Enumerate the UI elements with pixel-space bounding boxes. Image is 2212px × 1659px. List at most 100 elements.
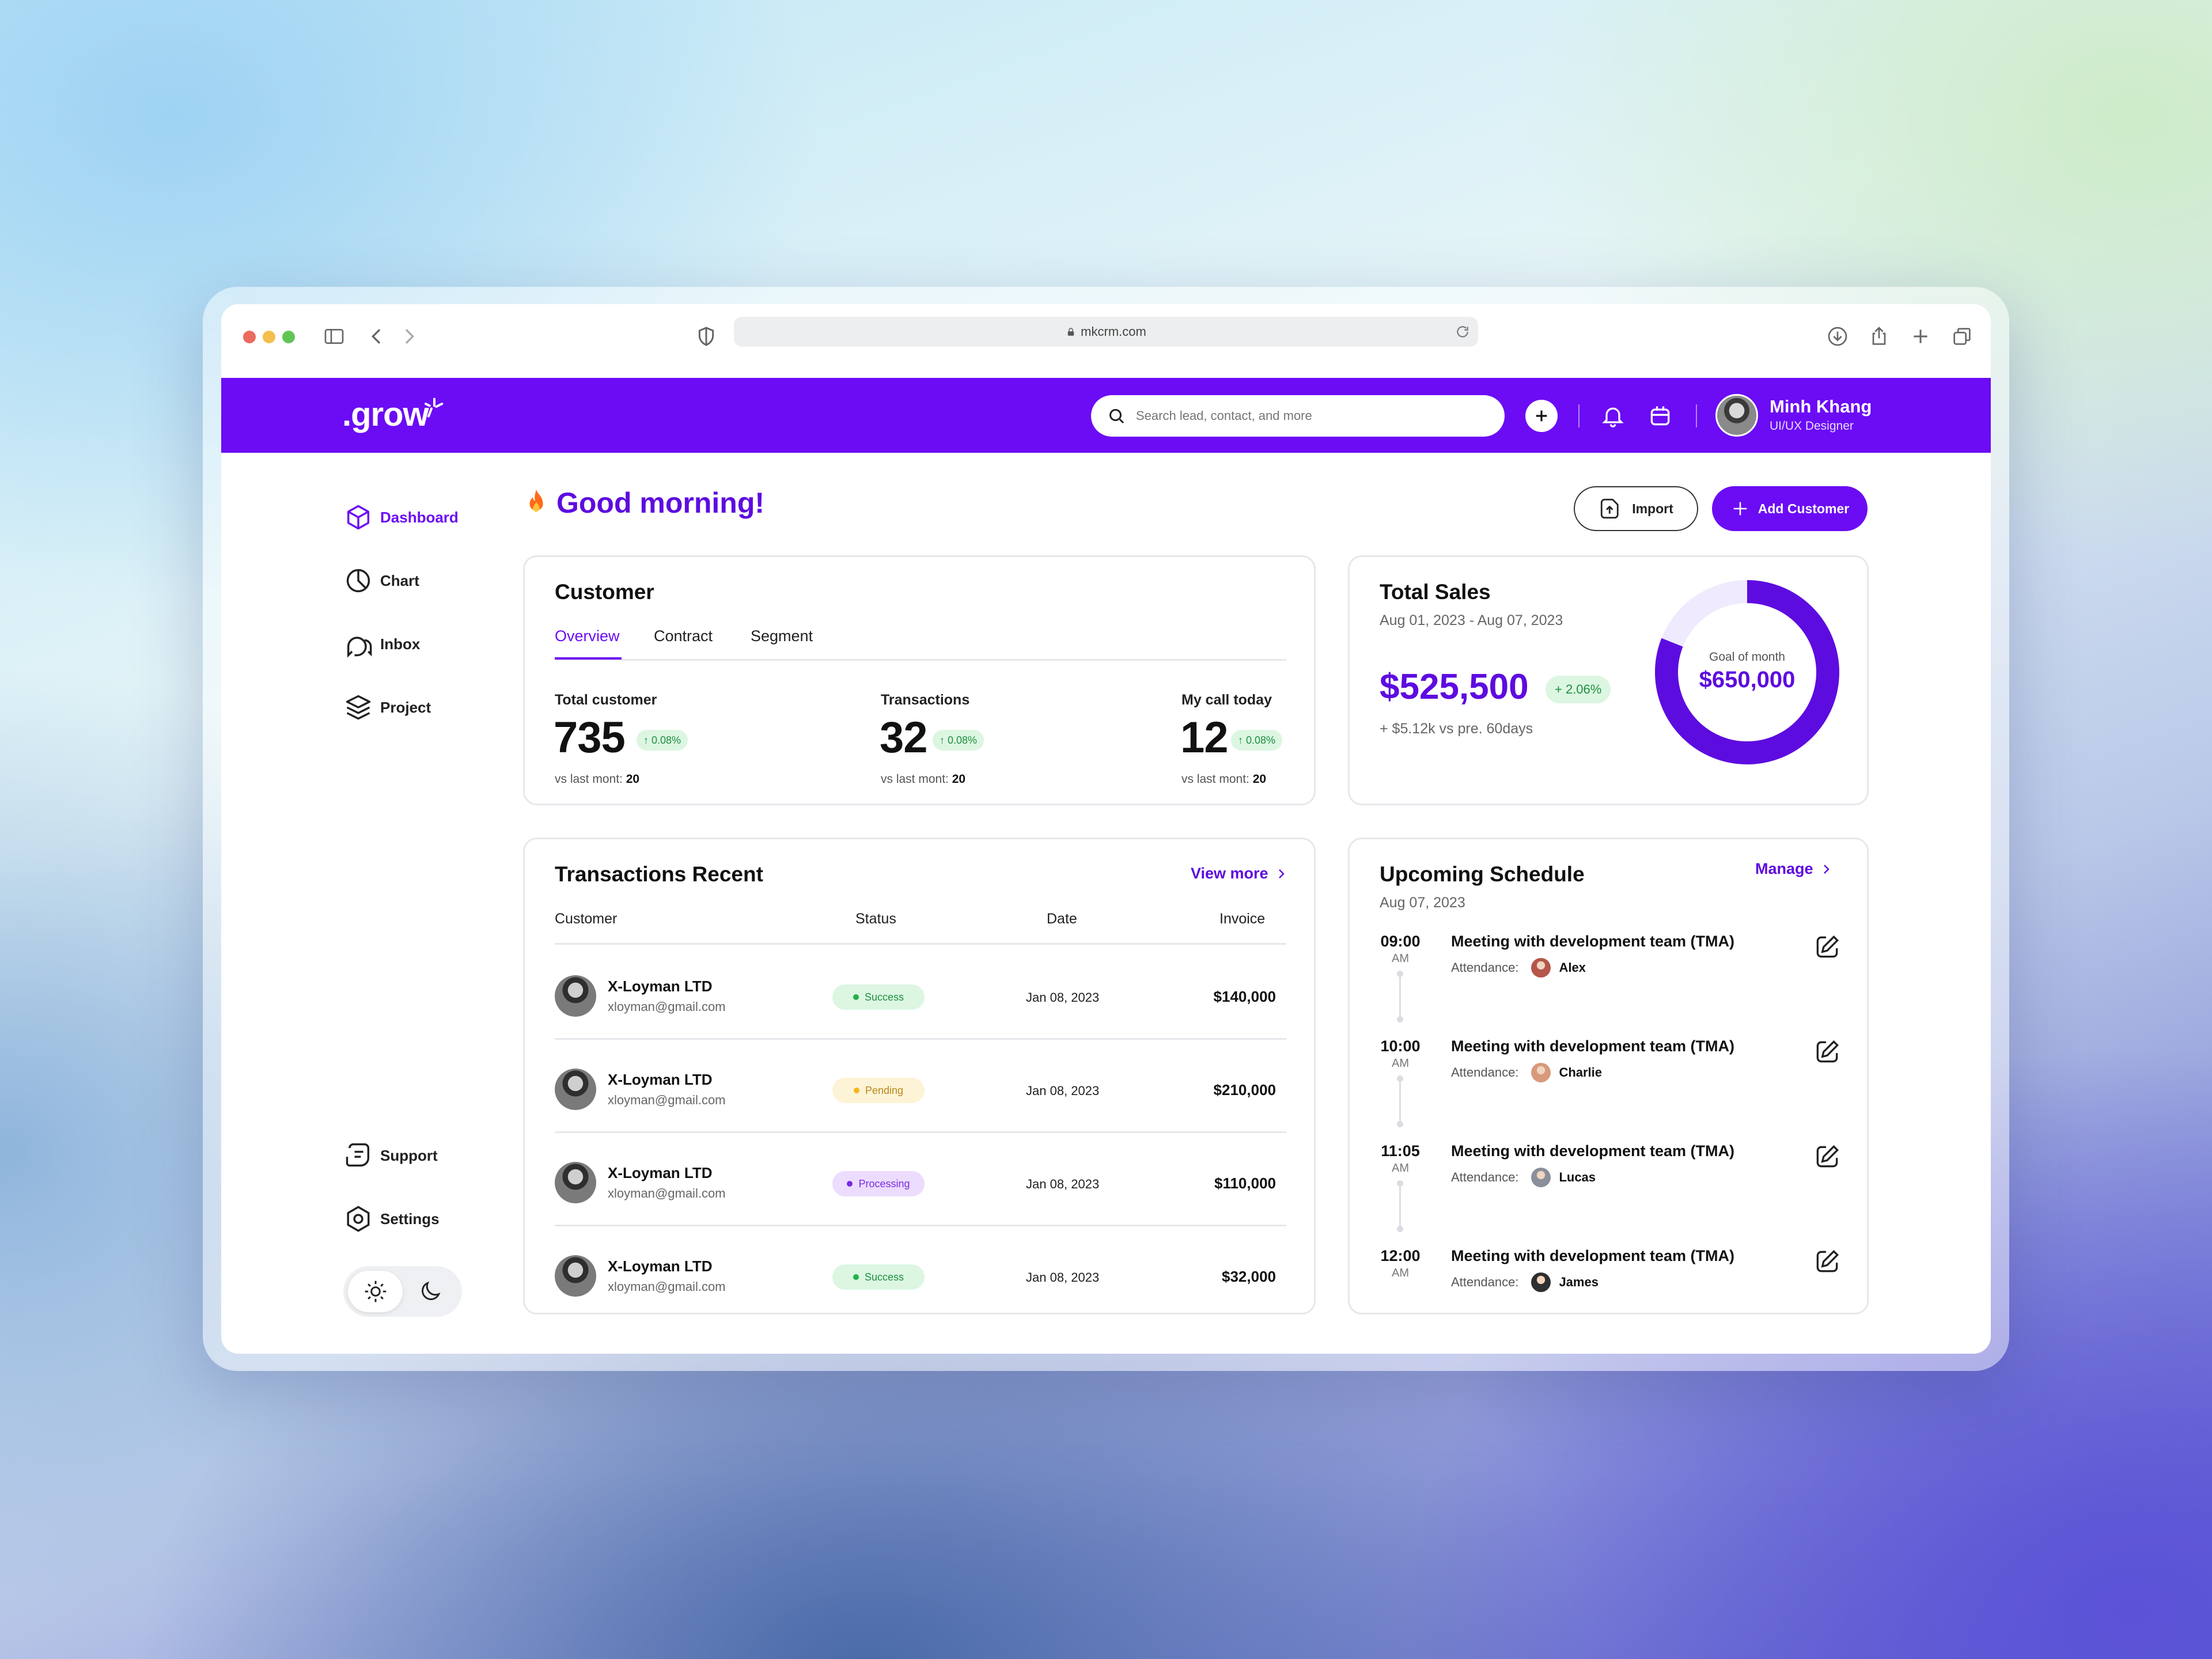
attendee-name: James — [1559, 1275, 1599, 1289]
sidebar-item-dashboard[interactable]: Dashboard — [343, 500, 459, 535]
transaction-date: Jan 08, 2023 — [1026, 1084, 1100, 1098]
user-role: UI/UX Designer — [1770, 419, 1854, 433]
manage-link[interactable]: Manage — [1755, 860, 1833, 878]
tab-contract[interactable]: Contract — [654, 627, 713, 645]
sidebar-item-chart[interactable]: Chart — [343, 563, 419, 598]
calendar-icon[interactable] — [1647, 403, 1673, 429]
attendee-name: Lucas — [1559, 1170, 1596, 1184]
sales-amount: $525,500 — [1380, 667, 1529, 707]
view-more-label: View more — [1191, 865, 1268, 882]
transactions-card: Transactions Recent View more Customer S… — [523, 838, 1316, 1315]
table-row[interactable]: X-Loyman LTD xloyman@gmail.com Processin… — [555, 1133, 1286, 1226]
customer-avatar — [555, 1255, 596, 1297]
column-header-customer[interactable]: Customer — [555, 911, 618, 927]
import-icon — [1601, 498, 1619, 519]
new-tab-icon[interactable] — [1909, 325, 1932, 348]
header-divider — [1578, 404, 1580, 427]
edit-icon[interactable] — [1813, 1037, 1842, 1066]
search-icon — [1109, 409, 1124, 424]
table-row[interactable]: X-Loyman LTD xloyman@gmail.com Success J… — [555, 1226, 1286, 1320]
chevron-right-icon — [1823, 864, 1830, 874]
sidebar-item-inbox[interactable]: Inbox — [343, 627, 420, 661]
stat-footnote: vs last mont: 20 — [881, 772, 965, 786]
sidebar-item-project[interactable]: Project — [343, 690, 431, 725]
tab-segment[interactable]: Segment — [751, 627, 813, 645]
dark-mode-option[interactable] — [403, 1271, 457, 1312]
schedule-ampm: AM — [1392, 952, 1409, 965]
tab-overview[interactable]: Overview — [555, 627, 620, 645]
add-customer-button[interactable]: Add Customer — [1712, 486, 1868, 531]
quick-add-button[interactable] — [1525, 400, 1558, 432]
logo[interactable]: .grow — [342, 396, 429, 433]
attendance: Attendance: Lucas — [1451, 1168, 1596, 1187]
attendance: Attendance: Charlie — [1451, 1063, 1602, 1082]
share-icon[interactable] — [1868, 325, 1891, 348]
edit-icon[interactable] — [1813, 1247, 1842, 1276]
theme-toggle[interactable] — [343, 1266, 462, 1317]
back-icon[interactable] — [365, 325, 388, 348]
schedule-item[interactable]: 11:05 AM Meeting with development team (… — [1380, 1142, 1840, 1247]
schedule-card: Upcoming Schedule Aug 07, 2023 Manage 09… — [1348, 838, 1869, 1315]
edit-icon[interactable] — [1813, 933, 1842, 961]
column-header-invoice[interactable]: Invoice — [1219, 911, 1266, 927]
forward-icon[interactable] — [397, 325, 421, 348]
edit-icon[interactable] — [1813, 1142, 1842, 1171]
close-window-button[interactable] — [243, 331, 256, 343]
user-avatar[interactable] — [1715, 394, 1758, 437]
invoice-amount: $210,000 — [1213, 1081, 1276, 1099]
header-divider — [1696, 404, 1697, 427]
user-name[interactable]: Minh Khang — [1770, 396, 1872, 416]
bell-icon[interactable] — [1600, 403, 1626, 429]
sidebar-item-settings[interactable]: Settings — [343, 1202, 440, 1236]
light-mode-option[interactable] — [348, 1271, 403, 1312]
stat-label: My call today — [1181, 692, 1272, 708]
schedule-title: Meeting with development team (TMA) — [1451, 933, 1735, 950]
sidebar-item-label: Inbox — [380, 635, 421, 653]
import-button[interactable]: Import — [1574, 486, 1698, 531]
column-header-status[interactable]: Status — [855, 911, 896, 927]
schedule-item[interactable]: 10:00 AM Meeting with development team (… — [1380, 1037, 1840, 1142]
customer-name: X-Loyman LTD — [608, 978, 713, 995]
attendance-label: Attendance: — [1451, 1065, 1519, 1080]
schedule-time: 11:05 — [1381, 1142, 1420, 1160]
customer-email: xloyman@gmail.com — [608, 999, 726, 1014]
status-badge: Processing — [832, 1171, 925, 1196]
minimize-window-button[interactable] — [263, 331, 275, 343]
cube-icon — [347, 505, 370, 530]
status-badge: Success — [832, 984, 925, 1010]
download-icon[interactable] — [1826, 325, 1849, 348]
shield-icon[interactable] — [695, 325, 718, 348]
search-bar[interactable] — [1091, 395, 1505, 437]
arrow-up-icon: ↑ — [643, 734, 652, 746]
timeline-connector — [1397, 971, 1403, 1022]
table-row[interactable]: X-Loyman LTD xloyman@gmail.com Success J… — [555, 946, 1286, 1040]
schedule-title: Meeting with development team (TMA) — [1451, 1247, 1735, 1264]
schedule-time: 12:00 — [1380, 1247, 1421, 1264]
schedule-ampm: AM — [1392, 1162, 1409, 1175]
table-row[interactable]: X-Loyman LTD xloyman@gmail.com Pending J… — [555, 1040, 1286, 1133]
address-bar[interactable]: mkcrm.com — [734, 317, 1478, 347]
stat-label: Transactions — [881, 692, 970, 708]
goal-value: $650,000 — [1699, 667, 1796, 692]
attendee-name: Alex — [1559, 960, 1586, 975]
total-sales-card: Total Sales Aug 01, 2023 - Aug 07, 2023 … — [1348, 555, 1869, 805]
schedule-date: Aug 07, 2023 — [1380, 895, 1465, 911]
sidebar-toggle-icon[interactable] — [323, 325, 346, 348]
maximize-window-button[interactable] — [282, 331, 295, 343]
column-header-date[interactable]: Date — [1047, 911, 1077, 927]
customer-avatar — [555, 975, 596, 1017]
stat-change: 0.08% — [1246, 734, 1276, 746]
fire-icon — [529, 490, 543, 512]
sidebar-item-label: Chart — [380, 571, 419, 589]
search-input[interactable] — [1136, 408, 1482, 423]
schedule-item[interactable]: 12:00 AM Meeting with development team (… — [1380, 1247, 1840, 1352]
stat-value: 32 — [880, 713, 928, 762]
sidebar-item-support[interactable]: Support — [343, 1138, 438, 1173]
view-more-link[interactable]: View more — [1191, 865, 1288, 882]
sales-compare: + $5.12k vs pre. 60days — [1380, 721, 1533, 737]
stat-foot-label: vs last mont: — [1181, 772, 1253, 786]
tab-overview-icon[interactable] — [1950, 325, 1974, 348]
sidebar-item-label: Project — [380, 698, 431, 716]
reload-icon[interactable] — [1455, 324, 1470, 339]
schedule-item[interactable]: 09:00 AM Meeting with development team (… — [1380, 933, 1840, 1037]
